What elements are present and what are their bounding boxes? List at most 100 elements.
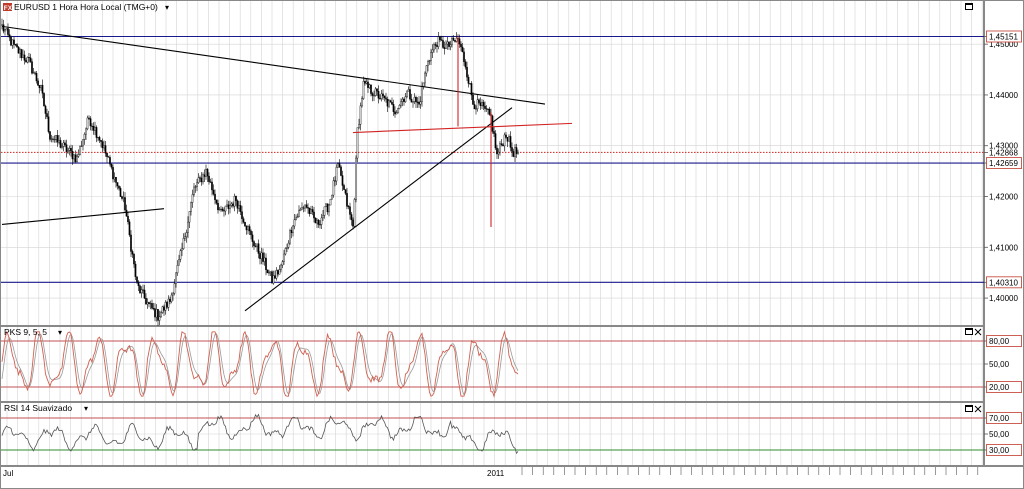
candle-body [169,298,171,302]
candle-body [38,85,41,89]
candle-body [211,181,213,191]
candle-body [154,308,156,318]
candle-body [91,125,93,127]
candle-body [391,102,393,105]
candle-body [35,73,38,82]
rsi-maximize-icon[interactable] [965,405,973,412]
stoch-maximize-icon[interactable] [965,328,973,335]
candle-body [41,84,44,94]
candle-body [394,111,396,115]
candle-body [338,163,341,168]
candle-body [461,46,464,53]
candle-body [331,194,333,200]
candle-body [353,199,356,227]
candle-body [361,98,363,107]
candle-body [14,44,17,46]
stoch-panel-title[interactable]: PKS 9, 5, 5 [4,327,47,337]
candle-body [319,224,321,226]
candle-body [148,302,150,304]
candle-body [157,309,159,321]
candle-body [155,309,158,318]
candle-body [343,185,345,190]
candle-body [467,76,470,84]
price-axis-label: 1,40000 [989,294,1018,303]
candle-body [272,275,275,284]
candle-body [79,145,81,155]
price-tag-label-box [986,157,1022,169]
candle-body [491,115,494,132]
candle-body [425,65,428,74]
candle-body [94,127,96,131]
candle-body [268,272,270,274]
candle-body [101,141,104,149]
chart-title[interactable]: EURUSD 1 Hora Hora Local (TMG+0) [14,2,158,12]
candle-body [188,211,191,223]
candle-body [392,104,395,112]
candle-body [178,259,180,266]
candle-body [364,80,366,84]
candle-body [448,41,450,47]
candle-body [344,189,347,194]
candle-body [277,270,279,275]
candle-body [389,100,392,103]
rsi-dropdown-icon[interactable]: ▾ [84,404,88,413]
candle-body [160,312,162,318]
candle-body [5,28,8,31]
rsi-panel-title[interactable]: RSI 14 Suavizado [4,403,72,413]
candle-body [503,134,506,147]
candle-body [295,217,297,220]
candle-body [80,145,83,147]
title-dropdown-icon[interactable]: ▾ [165,3,169,12]
candle-body [47,116,50,132]
candle-body [274,275,276,279]
candle-body [287,242,290,248]
candle-body [355,157,357,200]
candle-body [193,186,195,195]
candle-body [220,208,222,210]
horizontal-lines [1,35,984,283]
candle-body [202,174,204,183]
candle-body [400,101,402,106]
candle-body [136,276,138,283]
stoch-d-line [1,332,519,396]
candle-body [64,142,66,145]
candle-body [434,44,437,46]
candle-body [302,207,305,209]
candle-body [22,54,24,58]
candle-body [232,203,234,207]
stoch-close-icon[interactable] [974,328,982,336]
candle-body [176,265,179,274]
candle-body [20,49,23,58]
price-axis-label: 1,41000 [989,243,1018,252]
candle-body [421,86,423,102]
candle-body [65,144,68,152]
candle-body [437,36,440,47]
candle-body [397,108,399,113]
candle-body [226,204,228,207]
rsi-line [1,413,519,455]
candle-body [416,101,419,103]
candle-body [187,221,189,233]
candle-body [134,263,137,277]
candle-body [406,90,408,97]
candle-body [248,226,251,232]
candle-body [167,298,170,308]
candle-body [499,143,501,153]
price-tag-label: 1,45151 [989,32,1018,41]
price-tag-label: 1,42659 [989,159,1018,168]
candle-body [352,219,354,227]
candle-body [428,60,431,62]
candle-body [323,206,326,216]
candle-body [452,37,455,41]
candle-body [29,57,32,62]
candle-body [146,302,149,305]
candle-body [259,253,261,259]
stoch-dropdown-icon[interactable]: ▾ [58,328,62,337]
candle-body [170,294,173,302]
price-maximize-icon[interactable] [965,3,973,10]
candle-body [446,41,449,45]
rsi-close-icon[interactable] [974,405,982,413]
candle-body [515,147,518,154]
candle-body [283,253,285,262]
stoch-axis-label: 20,00 [989,383,1010,392]
